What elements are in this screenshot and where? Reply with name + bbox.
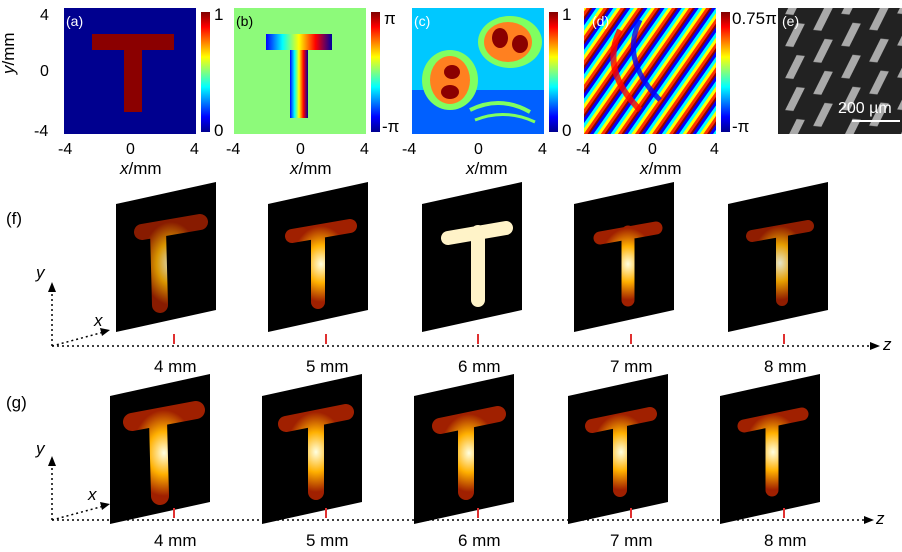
colorbar-d-max: 0.75π <box>732 9 777 28</box>
panel-label-a: (a) <box>66 13 84 29</box>
row-f-distance-2: 5 mm <box>306 357 349 376</box>
row-f-distance-5: 8 mm <box>764 357 807 376</box>
x-tick-b-left: -4 <box>226 141 241 158</box>
panel-label-f: (f) <box>6 209 23 228</box>
x-tick-b-mid: 0 <box>296 141 305 158</box>
colorbar-d <box>721 12 730 132</box>
y-tick-top: 4 <box>40 7 49 24</box>
row-g-y-label: y <box>36 439 45 458</box>
x-axis-label-b: x/mm <box>290 159 332 178</box>
row-f-distance-ticks <box>173 334 785 344</box>
row-g-distance-ticks <box>173 508 785 518</box>
x-tick-c-right: 4 <box>538 141 547 158</box>
panel-c-amplitude-hologram <box>412 8 544 134</box>
row-g-distance-3: 6 mm <box>458 531 501 550</box>
colorbar-a-max: 1 <box>214 5 224 24</box>
x-tick-a-left: -4 <box>58 141 73 158</box>
x-tick-d-mid: 0 <box>648 141 657 158</box>
panel-label-g: (g) <box>6 393 27 412</box>
colorbar-c <box>549 12 558 132</box>
row-f-x-label: x <box>94 311 103 330</box>
row-f-T-images <box>134 214 814 313</box>
panel-a-amplitude <box>64 8 196 134</box>
colorbar-a-min: 0 <box>214 121 224 140</box>
x-tick-b-right: 4 <box>360 141 369 158</box>
colorbar-b <box>371 12 380 132</box>
row-g-x-label: x <box>88 485 97 504</box>
y-axis-label: y/mm <box>0 32 18 74</box>
colorbar-b-max: π <box>384 9 396 28</box>
row-g-y-arrow <box>48 456 56 466</box>
panel-b-phase <box>234 8 366 134</box>
row-f-axes <box>51 290 870 347</box>
row-f-y-label: y <box>36 263 45 282</box>
row-f-z-label: z <box>883 335 892 354</box>
x-tick-c-mid: 0 <box>474 141 483 158</box>
row-g-z-label: z <box>876 509 885 528</box>
colorbar-c-max: 1 <box>562 5 572 24</box>
row-f-z-arrow <box>870 342 880 350</box>
sem-scale-label: 200 µm <box>838 100 892 117</box>
x-tick-d-right: 4 <box>710 141 719 158</box>
panel-label-e: (e) <box>782 13 800 29</box>
row-g-T-images <box>123 401 809 505</box>
colorbar-b-min: -π <box>382 117 400 136</box>
x-tick-a-right: 4 <box>190 141 199 158</box>
row-f-distance-4: 7 mm <box>610 357 653 376</box>
row-g-z-arrow <box>864 516 874 524</box>
row-f-distance-1: 4 mm <box>154 357 197 376</box>
row-g-distance-2: 5 mm <box>306 531 349 550</box>
panel-label-b: (b) <box>236 13 254 29</box>
panel-e-sem-image <box>778 8 902 134</box>
x-axis-label-a: x/mm <box>120 159 162 178</box>
row-g-distance-4: 7 mm <box>610 531 653 550</box>
panel-label-c: (c) <box>414 13 431 29</box>
row-f-x-arrow <box>100 328 110 336</box>
colorbar-c-min: 0 <box>562 121 572 140</box>
row-g-distance-1: 4 mm <box>154 531 197 550</box>
row-f-distance-3: 6 mm <box>458 357 501 376</box>
panel-label-d: (d) <box>592 13 610 29</box>
colorbar-a <box>201 12 210 132</box>
x-tick-d-left: -4 <box>576 141 591 158</box>
y-tick-mid: 0 <box>40 63 49 80</box>
x-tick-c-left: -4 <box>402 141 417 158</box>
row-f-y-arrow <box>48 282 56 292</box>
x-axis-label-c: x/mm <box>466 159 508 178</box>
x-axis-label-d: x/mm <box>640 159 682 178</box>
row-g-axes <box>51 464 864 521</box>
colorbar-d-min: -π <box>732 117 750 136</box>
row-g-distance-5: 8 mm <box>764 531 807 550</box>
panel-d-phase-hologram <box>584 8 716 134</box>
row-g-x-arrow <box>100 502 110 510</box>
y-tick-bottom: -4 <box>34 123 49 140</box>
x-tick-a-mid: 0 <box>126 141 135 158</box>
